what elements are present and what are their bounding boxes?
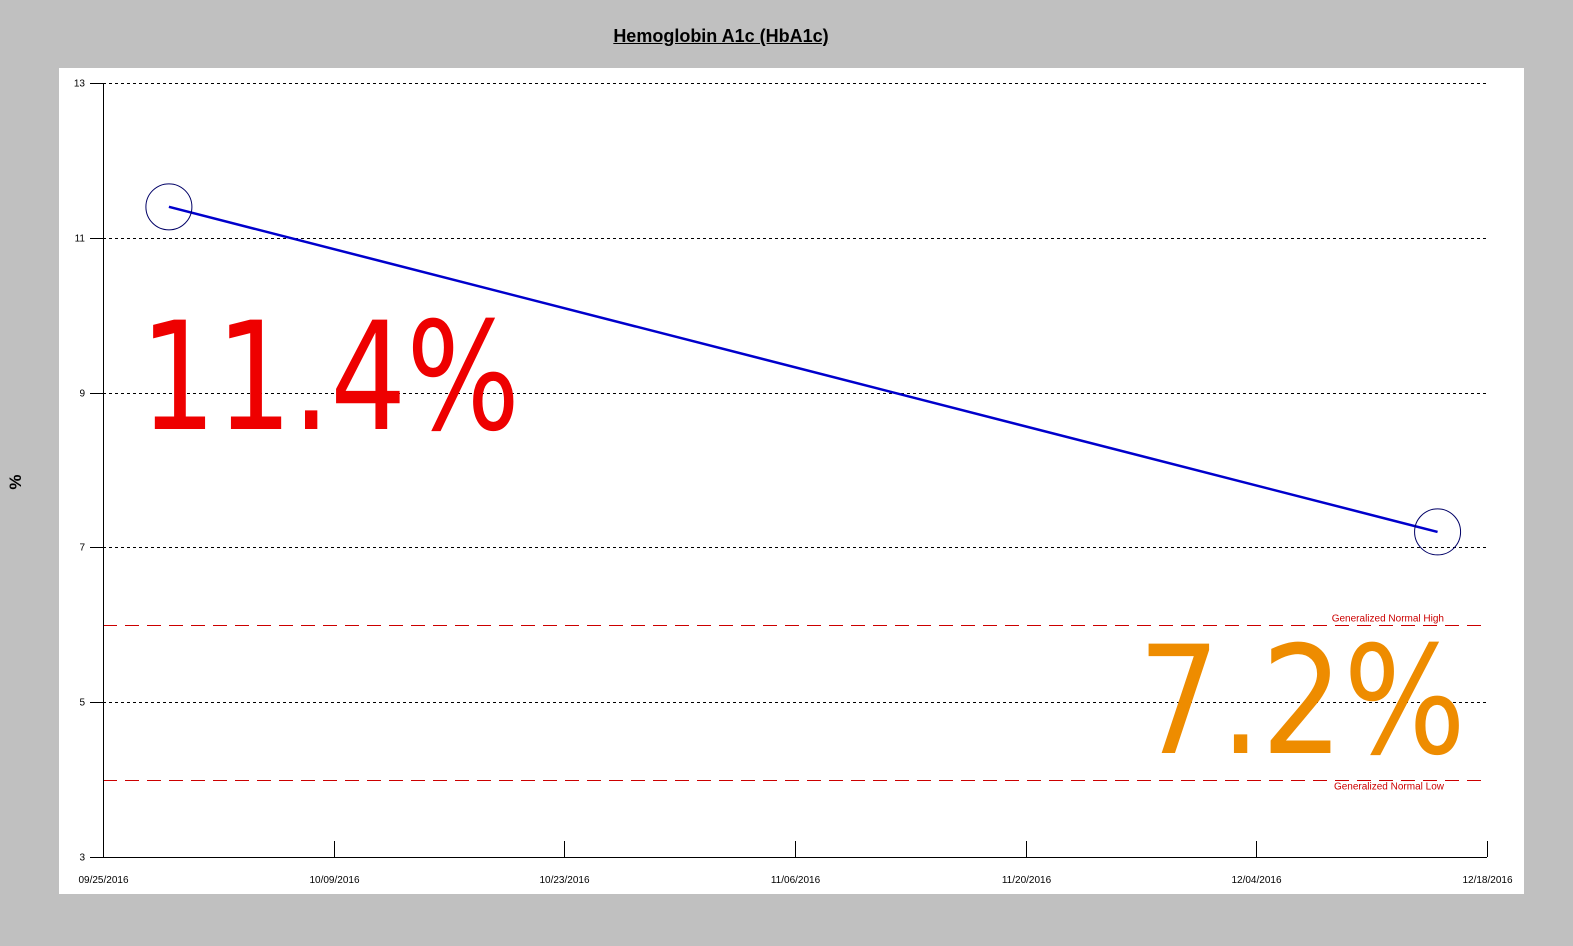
annotation-value-end: 7.2% — [1138, 615, 1466, 789]
y-tick-label-11: 11 — [75, 234, 86, 245]
x-tick-label-2: 10/23/2016 — [539, 875, 589, 886]
x-tick-label-6: 12/18/2016 — [1462, 875, 1512, 886]
data-point-1 — [1414, 508, 1462, 556]
x-tick-label-0: 09/25/2016 — [78, 875, 128, 886]
reference-label-high: Generalized Normal High — [1332, 614, 1444, 625]
data-point-0 — [145, 183, 193, 231]
y-tick-label-5: 5 — [79, 698, 85, 709]
series-line-0 — [168, 205, 1438, 534]
y-tick-label-3: 3 — [79, 853, 85, 864]
reference-label-low: Generalized Normal Low — [1334, 782, 1445, 793]
x-tick-label-3: 11/06/2016 — [771, 875, 821, 886]
y-tick-label-13: 13 — [74, 79, 86, 90]
x-tick-label-4: 11/20/2016 — [1002, 875, 1052, 886]
y-tick-label-9: 9 — [79, 389, 85, 400]
chart-title: Hemoglobin A1c (HbA1c) — [613, 26, 829, 46]
annotation-value-start: 11.4% — [140, 291, 520, 465]
y-tick-label-7: 7 — [79, 543, 85, 554]
x-tick-label-1: 10/09/2016 — [309, 875, 359, 886]
x-tick-label-5: 12/04/2016 — [1231, 875, 1281, 886]
plot-panel — [59, 68, 1524, 894]
